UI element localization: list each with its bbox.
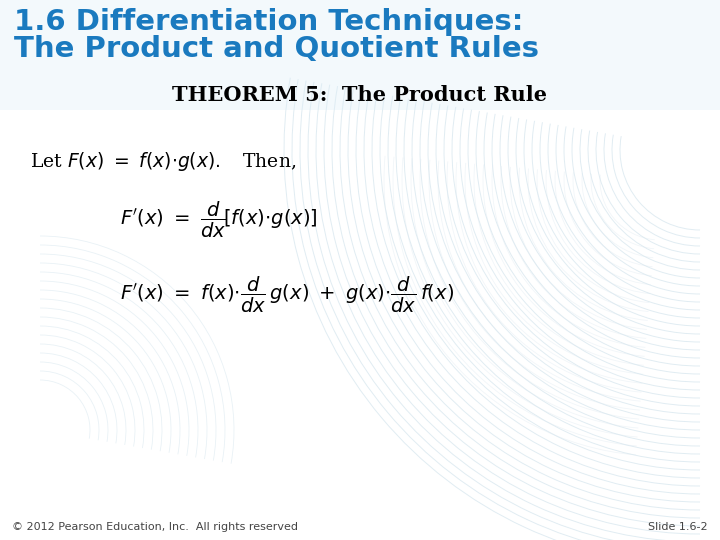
Text: Let $F(x) \ = \ f(x){\cdot}g(x).\ \ $ Then,: Let $F(x) \ = \ f(x){\cdot}g(x).\ \ $ Th… xyxy=(30,150,297,173)
Text: The Product and Quotient Rules: The Product and Quotient Rules xyxy=(14,35,539,63)
Text: THEOREM 5:  The Product Rule: THEOREM 5: The Product Rule xyxy=(173,85,547,105)
Text: $F'(x) \ = \ f(x){\cdot}\dfrac{d}{dx}\,g(x) \ + \ g(x){\cdot}\dfrac{d}{dx}\,f(x): $F'(x) \ = \ f(x){\cdot}\dfrac{d}{dx}\,g… xyxy=(120,275,454,315)
Text: 1.6 Differentiation Techniques:: 1.6 Differentiation Techniques: xyxy=(14,8,523,36)
Text: © 2012 Pearson Education, Inc.  All rights reserved: © 2012 Pearson Education, Inc. All right… xyxy=(12,522,298,532)
FancyBboxPatch shape xyxy=(0,0,720,110)
Text: Slide 1.6-2: Slide 1.6-2 xyxy=(649,522,708,532)
Text: $F'(x) \ = \ \dfrac{d}{dx}\!\left[f(x){\cdot}g(x)\right]$: $F'(x) \ = \ \dfrac{d}{dx}\!\left[f(x){\… xyxy=(120,200,318,240)
